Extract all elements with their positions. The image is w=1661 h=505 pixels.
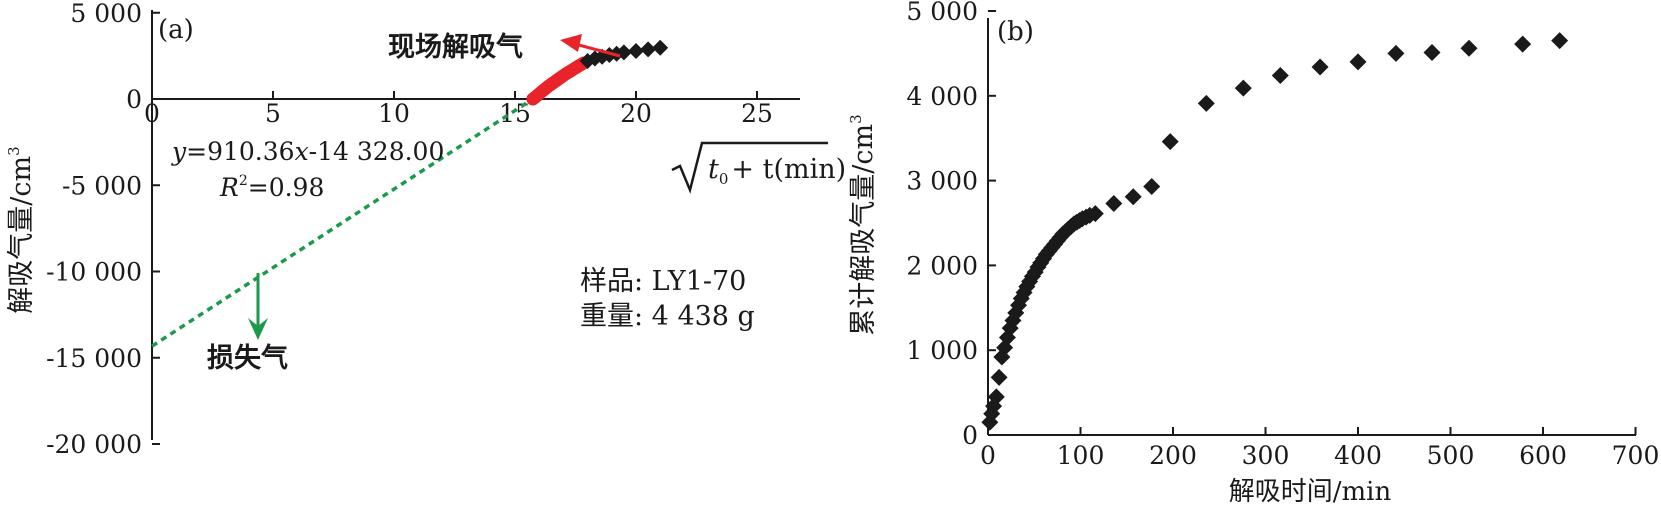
late-point	[615, 44, 632, 61]
panel-a-y-label: 解吸气量/cm3	[5, 146, 37, 313]
cumulative-point	[1349, 53, 1367, 71]
equation-slope: =910.36	[186, 137, 294, 166]
panel-a-x-tick-label: 0	[144, 99, 160, 128]
cumulative-point	[1423, 44, 1441, 62]
panel-a-y-label-sup: 3	[5, 146, 23, 156]
panel-a-x-tick-label: 15	[499, 99, 531, 128]
panel-a-x-tick-label: 5	[265, 99, 281, 128]
equation-x: x	[295, 137, 309, 166]
late-point	[628, 43, 644, 60]
panel-b-x-tick-label: 0	[980, 441, 996, 470]
panel-b-y-tick-label: 0	[962, 421, 978, 450]
cumulative-point	[987, 388, 1005, 406]
panel-a-y-tick-label: -20 000	[46, 430, 142, 459]
x-label-rest: + t(min)	[731, 154, 846, 185]
cumulative-point	[1387, 44, 1405, 62]
cumulative-point	[1105, 194, 1123, 212]
desorbed-arrow-line	[574, 42, 621, 58]
panel-b-y-tick-label: 1 000	[906, 336, 978, 365]
panel-b-points	[981, 32, 1569, 431]
fit-r2: R2=0.98	[219, 173, 324, 202]
panel-b-x-tick-label: 300	[1242, 441, 1290, 470]
panel-b-x-label: 解吸时间/min	[1229, 477, 1392, 505]
cumulative-point	[990, 368, 1008, 386]
panel-b-x-tick-label: 200	[1149, 441, 1197, 470]
cumulative-point	[1161, 133, 1179, 151]
cumulative-point	[1143, 178, 1161, 196]
panel-b-y-ticks: 5 000 4 000 3 000 2 000 1 000 0	[906, 0, 996, 450]
panel-b-y-tick-label: 3 000	[906, 167, 978, 196]
panel-a-y-tick-label: -15 000	[46, 344, 142, 373]
panel-a-label: (a)	[158, 15, 194, 45]
sqrt-sign	[671, 141, 828, 194]
late-point	[640, 41, 657, 58]
panel-b-y-label-main: 累计解吸气量/cm	[848, 124, 879, 336]
cumulative-point	[1012, 289, 1030, 307]
weight-label: 重量: 4 438 g	[580, 301, 755, 332]
panel-b-x-tick-label: 500	[1427, 441, 1475, 470]
panel-a-x-ticks: 0 5 10 15 20 25	[144, 91, 773, 128]
panel-a-y-label-main: 解吸气量/cm	[6, 156, 37, 314]
panel-b: 5 000 4 000 3 000 2 000 1 000 0 0 100 200 300 400…	[847, 0, 1659, 505]
panel-a-x-label: t0 + t(min)	[708, 154, 846, 188]
panel-b-y-tick-label: 5 000	[906, 0, 978, 26]
lost-arrow-head	[248, 318, 268, 340]
equation-y: y	[171, 137, 187, 166]
fit-line	[151, 97, 534, 348]
annotation-desorbed-gas: 现场解吸气	[388, 32, 523, 63]
r2-var: R	[219, 173, 239, 202]
cumulative-point	[1234, 79, 1252, 97]
cumulative-point	[1124, 188, 1142, 206]
panel-b-y-tick-label: 4 000	[906, 82, 978, 111]
panel-a-y-tick-label: 0	[126, 85, 142, 114]
cumulative-point	[1460, 39, 1478, 57]
panel-a-points	[526, 39, 669, 106]
x-label-t0: t	[708, 154, 719, 185]
equation-intercept: -14 328.00	[309, 137, 445, 166]
panel-a-x-tick-label: 10	[378, 99, 410, 128]
annotation-lost-gas: 损失气	[207, 343, 288, 374]
cumulative-point	[1086, 205, 1104, 223]
cumulative-point	[1197, 94, 1215, 112]
cumulative-point	[1551, 32, 1569, 50]
cumulative-point	[1514, 35, 1532, 53]
panel-a: 5 000 0 -5 000 -10 000 -15 000 -20 000 0 5 10 15…	[5, 0, 846, 459]
panel-a-x-tick-label: 20	[620, 99, 652, 128]
panel-b-y-label-sup: 3	[847, 114, 865, 124]
panel-a-y-tick-label: -5 000	[62, 171, 142, 200]
sample-label: 样品: LY1-70	[580, 266, 746, 297]
desorbed-arrow-head	[560, 34, 582, 52]
panel-b-y-label: 累计解吸气量/cm3	[847, 114, 879, 335]
panel-b-label: (b)	[997, 17, 1034, 47]
x-label-sub: 0	[719, 170, 729, 188]
r2-value: =0.98	[248, 173, 325, 202]
cumulative-point	[1311, 58, 1329, 76]
panel-a-y-tick-label: 5 000	[70, 0, 142, 28]
panel-b-y-tick-label: 2 000	[906, 251, 978, 280]
fit-equation: y=910.36x-14 328.00	[171, 137, 444, 166]
panel-a-y-ticks: 5 000 0 -5 000 -10 000 -15 000 -20 000	[46, 0, 160, 459]
cumulative-point	[1271, 66, 1289, 84]
late-point	[652, 39, 669, 56]
panel-b-x-tick-label: 700	[1612, 441, 1660, 470]
panel-a-x-tick-label: 25	[741, 99, 773, 128]
panel-b-x-tick-label: 100	[1057, 441, 1105, 470]
panel-b-x-tick-label: 600	[1519, 441, 1567, 470]
panel-a-y-tick-label: -10 000	[46, 258, 142, 287]
panel-b-x-ticks: 0 100 200 300 400 500 600 700	[980, 427, 1659, 470]
r2-sup: 2	[239, 173, 248, 189]
panel-b-x-tick-label: 400	[1334, 441, 1382, 470]
